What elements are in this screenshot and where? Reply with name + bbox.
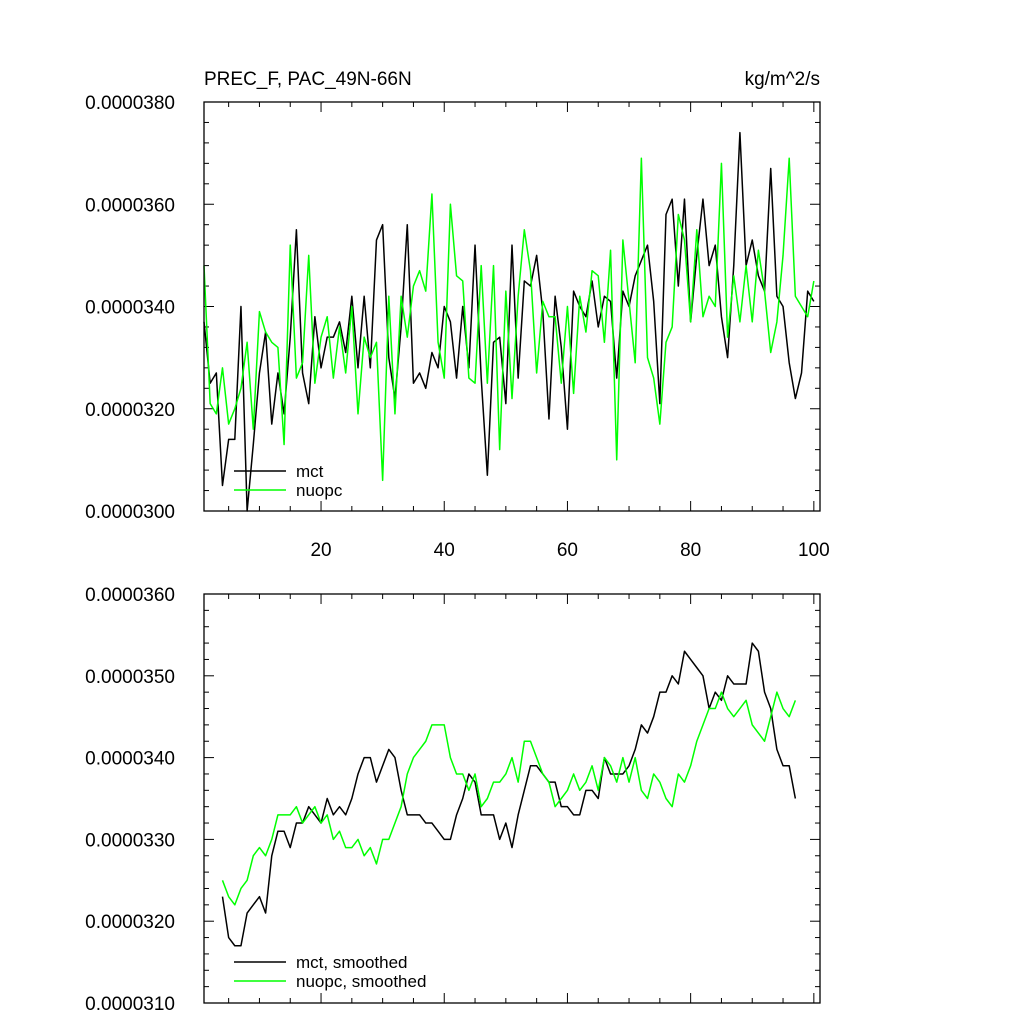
legend-nuopc-label: nuopc — [296, 481, 343, 500]
y-tick-label: 0.0000310 — [85, 994, 175, 1015]
y-tick-label: 0.0000320 — [85, 400, 175, 421]
top-series-line-mct — [203, 131, 815, 512]
top-plot-frame — [203, 101, 821, 512]
top-series-line-nuopc — [203, 157, 815, 482]
y-tick-label: 0.0000320 — [85, 912, 175, 933]
top-legend: mct nuopc — [234, 462, 343, 500]
y-tick-label: 0.0000300 — [85, 502, 175, 523]
top-line-chart: PREC_F, PAC_49N-66N kg/m^2/s 20 40 60 80 100… — [85, 69, 830, 561]
x-tick-label: 20 — [310, 540, 331, 561]
legend-nuopc-smoothed-label: nuopc, smoothed — [296, 972, 426, 991]
legend-mct-label: mct — [296, 462, 324, 481]
x-tick-label: 60 — [557, 540, 578, 561]
top-axis-ticks: 20 40 60 80 100 0.0000300 0.0000320 0.0000340 0.… — [85, 93, 830, 561]
bottom-line-chart: 0.0000310 0.0000320 0.0000330 0.0000340 0.00… — [85, 585, 821, 1015]
chart-title-right: kg/m^2/s — [745, 69, 820, 90]
x-tick-label: 40 — [434, 540, 455, 561]
y-tick-label: 0.0000330 — [85, 830, 175, 851]
x-tick-label: 100 — [798, 540, 830, 561]
y-tick-label: 0.0000350 — [85, 667, 175, 688]
bottom-series-line-nuopc-smoothed — [221, 691, 797, 906]
y-tick-label: 0.0000340 — [85, 749, 175, 770]
top-series-group — [203, 131, 815, 512]
bottom-plot-frame — [203, 593, 821, 1004]
legend-mct-smoothed-label: mct, smoothed — [296, 953, 408, 972]
y-tick-label: 0.0000360 — [85, 585, 175, 606]
bottom-axis-ticks: 0.0000310 0.0000320 0.0000330 0.0000340 0.00… — [85, 585, 820, 1015]
y-tick-label: 0.0000380 — [85, 93, 175, 114]
bottom-legend: mct, smoothed nuopc, smoothed — [234, 953, 426, 991]
bottom-series-line-mct-smoothed — [221, 642, 797, 947]
x-tick-label: 80 — [680, 540, 701, 561]
chart-title-left: PREC_F, PAC_49N-66N — [204, 69, 412, 90]
y-tick-label: 0.0000340 — [85, 298, 175, 319]
bottom-series-group — [221, 642, 797, 947]
y-tick-label: 0.0000360 — [85, 195, 175, 216]
